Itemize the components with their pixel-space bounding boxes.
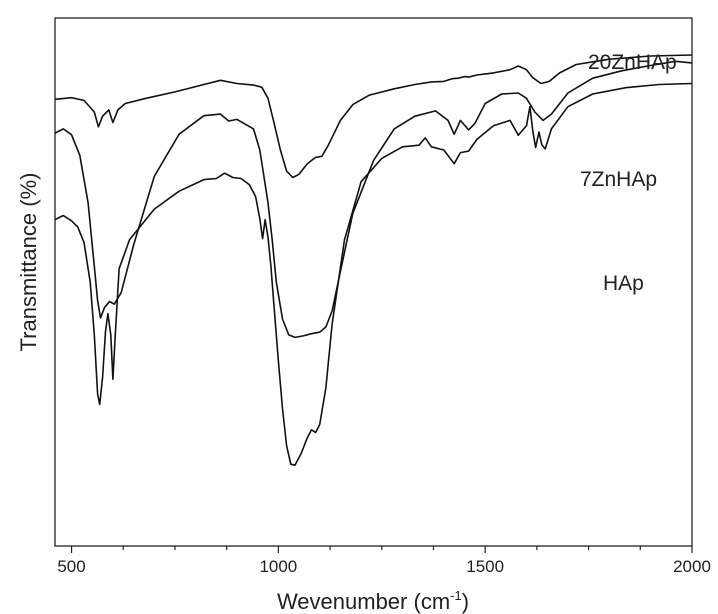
x-tick-label: 1500	[466, 557, 504, 576]
x-axis-title: Wevenumber (cm-1)	[277, 588, 469, 614]
x-tick-label: 1000	[259, 557, 297, 576]
y-axis-title: Transmittance (%)	[16, 173, 41, 352]
spectrum-line-hap	[54, 82, 693, 466]
series-label-7znhap: 7ZnHAp	[580, 168, 657, 191]
x-axis-ticks: 500 1000 1500 2000	[57, 546, 711, 576]
spectrum-line-20znhap	[54, 54, 693, 179]
x-tick-label: 500	[57, 557, 85, 576]
plot-frame	[54, 17, 693, 547]
x-tick-label: 2000	[673, 557, 711, 576]
series-label-hap: HAp	[603, 272, 644, 295]
spectrum-line-7znhap	[54, 60, 693, 339]
spectra	[54, 54, 693, 466]
series-label-20znhap: 20ZnHAp	[588, 51, 677, 74]
